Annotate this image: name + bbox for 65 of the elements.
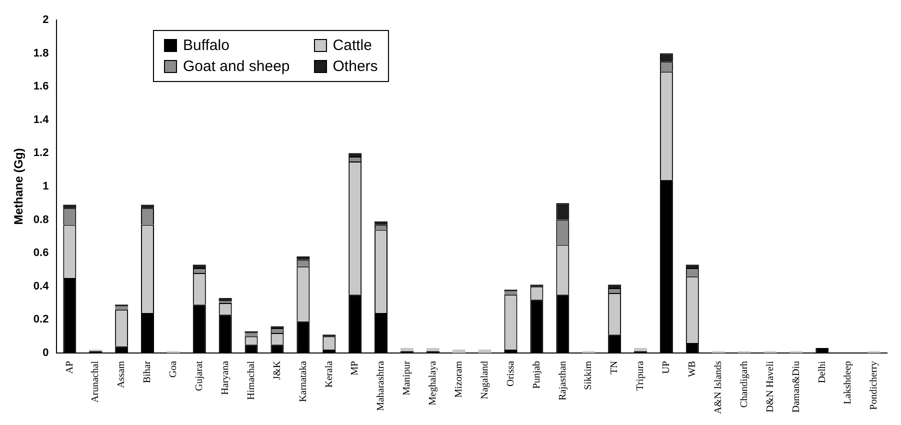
x-tick-label: Karnataka — [298, 360, 309, 402]
bar — [141, 204, 154, 208]
x-tick-label: Rajasthan — [557, 360, 568, 400]
bar — [634, 348, 647, 352]
bar — [296, 256, 310, 260]
y-tick-label: 1.2 — [33, 147, 49, 160]
x-tick-label: Goa — [168, 360, 180, 378]
bar — [504, 291, 518, 295]
x-tick-label: Maharashtra — [376, 360, 387, 411]
x-tick-label: Kerala — [324, 360, 335, 388]
x-tick-label: Punjab — [531, 360, 542, 389]
x-tick-label: TN — [609, 360, 620, 374]
x-tick-label: Nagaland — [479, 360, 490, 400]
y-tick-label: 0.6 — [33, 247, 49, 260]
bar — [478, 350, 492, 353]
y-tick-label: 0.2 — [33, 314, 49, 326]
legend-label: Others — [332, 58, 378, 75]
x-tick-label: Delhi — [816, 360, 828, 384]
bar — [348, 153, 362, 157]
x-tick-label: Bihar — [142, 360, 154, 384]
y-tick-label: 1.6 — [33, 80, 49, 93]
x-tick-label: Gujarat — [194, 360, 206, 391]
y-tick-label: 0.8 — [33, 214, 49, 226]
x-tick-label: A&N Islands — [712, 360, 724, 414]
legend-label: Cattle — [332, 37, 372, 54]
x-tick-label: Mizoram — [453, 360, 464, 398]
bar — [244, 332, 258, 336]
x-tick-label: Himachal — [246, 360, 257, 400]
x-tick-label: Manipur — [402, 360, 413, 396]
x-tick-label: MP — [350, 360, 361, 376]
x-tick-label: WB — [687, 360, 698, 378]
y-axis-title: Methane (Gg) — [12, 148, 26, 225]
bar — [115, 306, 128, 310]
y-tick-label: 1.4 — [33, 114, 50, 126]
bar — [374, 221, 388, 225]
bar — [63, 204, 76, 208]
bar — [452, 350, 466, 353]
x-tick-label: Chandigarh — [738, 360, 750, 408]
y-tick-label: 0.4 — [33, 280, 50, 292]
legend-label: Goat and sheep — [183, 58, 290, 75]
bar — [686, 264, 699, 268]
y-tick-label: 0 — [42, 346, 49, 359]
bar — [218, 298, 232, 302]
x-tick-label: Lakshdeep — [842, 360, 854, 404]
x-tick-label: Tripura — [635, 360, 646, 391]
x-tick-label: Arunachal — [90, 360, 102, 403]
x-tick-label: AP — [64, 360, 76, 374]
x-tick-label: UP — [661, 360, 672, 374]
legend-label: Buffalo — [183, 37, 230, 54]
x-tick-label: Assam — [116, 360, 128, 388]
y-tick-label: 2 — [42, 14, 49, 26]
x-tick-label: Meghalaya — [428, 360, 439, 406]
bar — [608, 284, 622, 288]
x-tick-label: Sikkim — [583, 360, 594, 390]
y-tick-label: 1 — [42, 180, 49, 193]
y-tick-label: 1.8 — [33, 47, 49, 60]
x-tick-label: D&N Haveli — [764, 360, 776, 412]
x-tick-label: J&K — [272, 360, 283, 380]
x-tick-label: Daman&Diu — [790, 360, 802, 413]
bar — [192, 264, 206, 268]
x-tick-label: Pondicherry — [868, 360, 880, 410]
x-tick-label: Orissa — [505, 360, 516, 387]
bar — [400, 348, 414, 352]
x-tick-label: Haryana — [220, 360, 231, 395]
bar — [426, 348, 440, 352]
